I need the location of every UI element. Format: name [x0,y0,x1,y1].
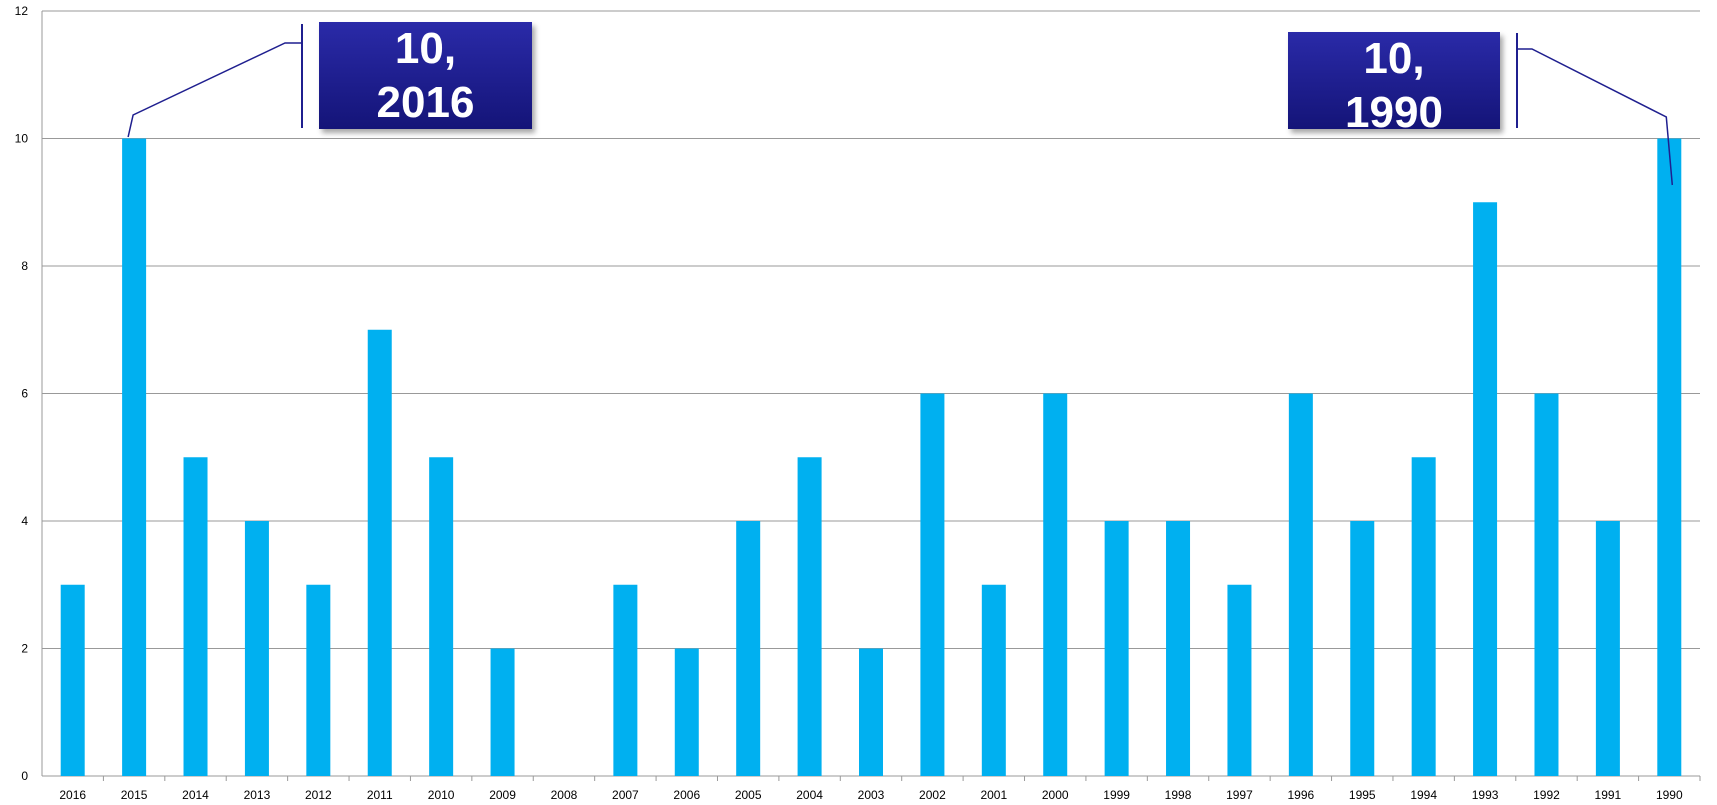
x-tick-label-1995: 1995 [1349,788,1376,802]
x-tick-label-2006: 2006 [673,788,700,802]
bar-2000 [1043,393,1068,776]
bar-2001 [981,584,1006,776]
x-tick-label-1994: 1994 [1410,788,1437,802]
callout-leader-1990 [1517,48,1674,186]
y-tick-label: 2 [21,642,28,656]
callout-label-1990-line2: 1990 [1345,88,1443,137]
bar-1998 [1166,521,1191,776]
bar-2014 [183,457,208,776]
x-tick-label-2013: 2013 [244,788,271,802]
x-tick-label-1992: 1992 [1533,788,1560,802]
x-tick-label-1991: 1991 [1595,788,1622,802]
x-tick-label-1997: 1997 [1226,788,1253,802]
bar-1992 [1534,393,1559,776]
bar-2015 [122,138,147,776]
callout-label-1990: 10, 1990 [1288,32,1500,137]
bar-1991 [1595,521,1620,776]
bar-2004 [797,457,822,776]
bar-2005 [736,521,761,776]
bar-2007 [613,584,638,776]
x-tick-label-2008: 2008 [551,788,578,802]
bar-2011 [367,329,392,776]
x-tick-label-2007: 2007 [612,788,639,802]
y-tick-label: 0 [21,769,28,783]
bar-1995 [1350,521,1375,776]
x-tick-label-2011: 2011 [367,788,393,802]
x-tick-label-2001: 2001 [980,788,1007,802]
x-tick-label-2005: 2005 [735,788,762,802]
x-tick-label-1996: 1996 [1288,788,1315,802]
callout-label-2016-line1: 10, [394,24,457,73]
y-tick-label: 10 [15,132,29,146]
callout-label-2016-line2: 2016 [376,78,475,127]
bar-2013 [244,521,269,776]
bar-1999 [1104,521,1129,776]
x-tick-label-2009: 2009 [489,788,516,802]
x-tick-label-2000: 2000 [1042,788,1069,802]
x-tick-label-1998: 1998 [1165,788,1192,802]
bar-1993 [1473,202,1498,776]
x-tick-label-2010: 2010 [428,788,455,802]
callout-leader-2016 [127,42,302,138]
y-tick-label: 8 [21,259,28,273]
x-tick-label-1993: 1993 [1472,788,1499,802]
x-tick-label-2015: 2015 [121,788,148,802]
y-tick-label: 4 [21,514,28,528]
x-tick-label-2012: 2012 [305,788,332,802]
x-tick-label-2003: 2003 [858,788,885,802]
bar-2003 [859,648,883,776]
bar-2009 [490,648,515,776]
bar-2012 [306,584,331,776]
x-tick-label-1999: 1999 [1103,788,1130,802]
bar-2002 [920,393,945,776]
x-tick-label-2014: 2014 [182,788,209,802]
bar-1996 [1288,393,1313,776]
x-tick-label-1990: 1990 [1656,788,1683,802]
callout-label-2016: 10, 2016 [319,22,532,129]
bar-1997 [1227,584,1252,776]
x-tick-label-2002: 2002 [919,788,946,802]
bar-2010 [429,457,454,776]
x-tick-label-2016: 2016 [59,788,86,802]
bar-1990 [1657,138,1682,776]
bar-2006 [674,648,699,776]
bar-2016 [60,584,85,776]
bar-1994 [1411,457,1436,776]
y-tick-label: 6 [21,387,28,401]
y-tick-label: 12 [15,4,29,18]
x-tick-label-2004: 2004 [796,788,823,802]
callout-label-1990-line1: 10, [1363,34,1425,83]
